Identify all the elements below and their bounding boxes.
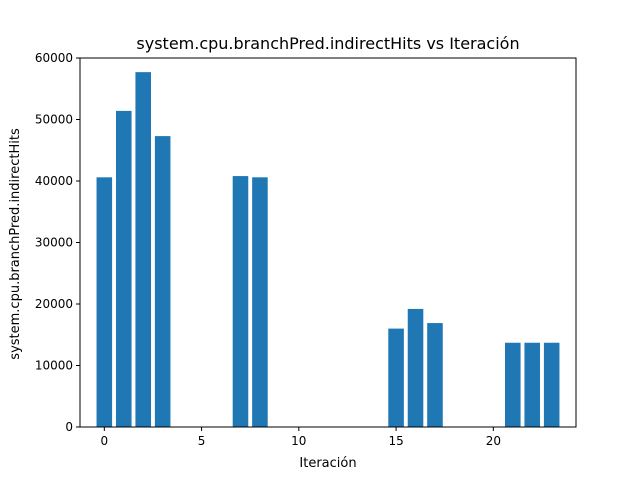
y-tick-label: 10000 [35,359,73,373]
x-ticks-group: 0 5 10 15 20 [100,427,501,448]
bar-17 [427,323,443,427]
bar-0 [96,177,113,427]
y-tick-label: 20000 [35,297,73,311]
bar-23 [543,342,560,427]
x-tick-label: 0 [100,434,108,448]
x-axis-label: Iteración [299,456,356,471]
x-tick-label: 20 [486,434,501,448]
bar-2 [135,72,151,428]
bar-21 [505,342,521,427]
y-tick-label: 30000 [35,236,73,250]
bar-22 [524,342,541,427]
bar-3 [154,136,171,428]
chart-title: system.cpu.branchPred.indirectHits vs It… [136,34,519,53]
plot-frame [79,57,577,428]
y-axis-label: system.cpu.branchPred.indirectHits [8,128,23,360]
y-tick-label: 0 [65,420,73,434]
bar-15 [388,328,404,427]
y-ticks-group: 0 10000 20000 30000 40000 50000 60000 [35,51,80,434]
bar-8 [252,177,268,427]
bars-group [96,72,560,428]
y-tick-label: 50000 [35,113,73,127]
x-tick-label: 10 [291,434,306,448]
y-tick-label: 40000 [35,174,73,188]
y-tick-label: 60000 [35,51,73,65]
bar-16 [407,308,424,427]
bar-1 [115,110,132,427]
x-tick-label: 15 [388,434,403,448]
x-tick-label: 5 [198,434,206,448]
bar-7 [232,176,249,427]
